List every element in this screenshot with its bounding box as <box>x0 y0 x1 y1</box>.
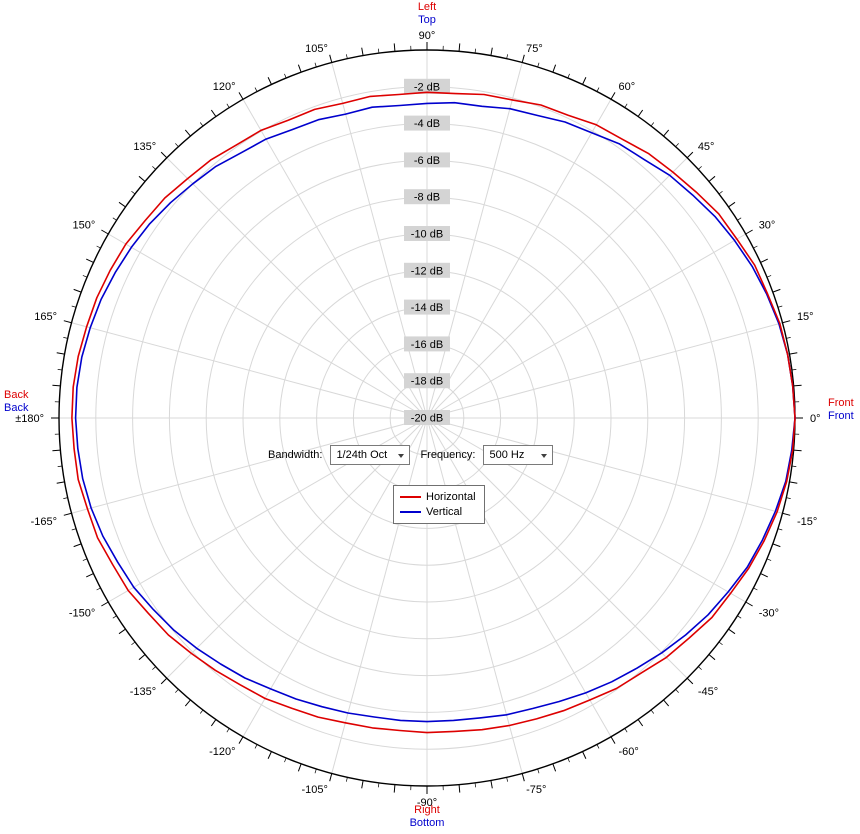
svg-text:135°: 135° <box>133 141 156 153</box>
curve-vertical <box>74 101 796 723</box>
svg-text:60°: 60° <box>619 81 636 93</box>
direction-right-horizontal-label: Front <box>828 397 854 409</box>
svg-text:-2 dB: -2 dB <box>414 81 440 93</box>
direction-labels-right: Front Front <box>828 397 854 423</box>
svg-text:-75°: -75° <box>526 784 546 796</box>
svg-text:-90°: -90° <box>417 797 437 809</box>
angle-labels: 0° 15° 30° 45° 60° 75° 90° 105° 120° 135° 150° 165°… <box>15 30 820 809</box>
svg-text:120°: 120° <box>213 81 236 93</box>
svg-text:±180°: ±180° <box>15 413 44 425</box>
direction-bottom-vertical-label: Bottom <box>409 817 445 829</box>
svg-text:165°: 165° <box>34 311 57 323</box>
svg-text:-135°: -135° <box>130 686 156 698</box>
svg-text:-4 dB: -4 dB <box>414 118 440 130</box>
svg-text:-20 dB: -20 dB <box>411 413 443 425</box>
frequency-select[interactable]: 500 Hz <box>483 445 554 465</box>
svg-text:30°: 30° <box>759 220 776 232</box>
svg-text:-30°: -30° <box>759 608 779 620</box>
angle-ticks <box>51 42 803 794</box>
direction-right-vertical-label: Front <box>828 410 854 422</box>
db-ring-labels: -2 dB -4 dB -6 dB -8 dB -10 dB -12 dB -14 dB -1… <box>404 78 450 425</box>
svg-text:0°: 0° <box>810 413 821 425</box>
direction-top-horizontal-label: Left <box>417 1 437 13</box>
chevron-down-icon <box>398 454 405 458</box>
direction-labels-top: Left Top <box>367 1 487 27</box>
svg-text:45°: 45° <box>698 141 715 153</box>
legend-line-horizontal <box>400 495 421 498</box>
bandwidth-select[interactable]: 1/24th Oct <box>330 445 411 465</box>
direction-labels-bottom: Right Bottom <box>367 804 487 830</box>
direction-bottom-horizontal-label: Right <box>414 804 440 816</box>
svg-text:-6 dB: -6 dB <box>414 155 440 167</box>
svg-text:-150°: -150° <box>69 608 95 620</box>
legend-label-horizontal: Horizontal <box>426 490 476 503</box>
svg-text:-15°: -15° <box>797 516 817 528</box>
svg-text:105°: 105° <box>305 43 328 55</box>
svg-text:-10 dB: -10 dB <box>411 229 443 241</box>
svg-text:-120°: -120° <box>209 746 235 758</box>
controls-bar: Bandwidth: 1/24th Oct Frequency: 500 Hz <box>268 445 563 465</box>
svg-text:-105°: -105° <box>301 784 327 796</box>
direction-labels-left: Back Back <box>4 389 28 415</box>
frequency-label: Frequency: <box>420 449 476 461</box>
svg-text:-8 dB: -8 dB <box>414 192 440 204</box>
legend: Horizontal Vertical <box>393 485 485 524</box>
direction-left-vertical-label: Back <box>4 402 29 414</box>
direction-top-vertical-label: Top <box>418 14 436 26</box>
legend-item-horizontal: Horizontal <box>400 489 476 504</box>
curve-horizontal <box>71 91 796 734</box>
chevron-down-icon <box>541 454 548 458</box>
svg-text:15°: 15° <box>797 311 814 323</box>
svg-text:-16 dB: -16 dB <box>411 339 443 351</box>
direction-left-horizontal-label: Back <box>4 389 29 401</box>
bandwidth-label: Bandwidth: <box>268 449 323 461</box>
svg-text:-14 dB: -14 dB <box>411 302 443 314</box>
svg-text:-165°: -165° <box>31 516 57 528</box>
bandwidth-value: 1/24th Oct <box>336 449 388 461</box>
svg-text:90°: 90° <box>419 30 436 42</box>
svg-text:-12 dB: -12 dB <box>411 265 443 277</box>
frequency-value: 500 Hz <box>489 449 525 461</box>
legend-item-vertical: Vertical <box>400 504 476 519</box>
svg-text:-45°: -45° <box>698 686 718 698</box>
legend-label-vertical: Vertical <box>426 505 463 518</box>
svg-text:-18 dB: -18 dB <box>411 376 443 388</box>
svg-text:-60°: -60° <box>619 746 639 758</box>
svg-text:75°: 75° <box>526 43 543 55</box>
legend-line-vertical <box>400 510 421 513</box>
svg-text:150°: 150° <box>73 220 96 232</box>
